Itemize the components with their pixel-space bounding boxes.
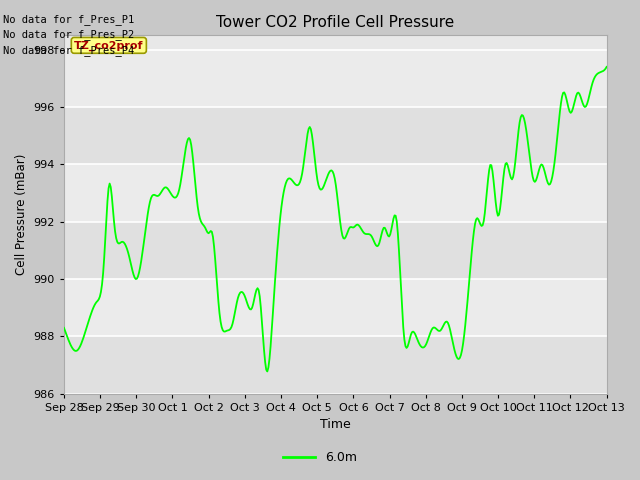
Bar (64, 49, 607, 107)
Text: TZ_co2prof: TZ_co2prof (74, 40, 143, 50)
Bar (64, 279, 607, 336)
Text: No data for f_Pres_P1: No data for f_Pres_P1 (3, 13, 134, 24)
Bar (64, 222, 607, 279)
Title: Tower CO2 Profile Cell Pressure: Tower CO2 Profile Cell Pressure (216, 15, 454, 30)
Bar (64, 336, 607, 394)
Legend: 6.0m: 6.0m (278, 446, 362, 469)
Y-axis label: Cell Pressure (mBar): Cell Pressure (mBar) (15, 154, 28, 275)
Text: No data for f_Pres_P2: No data for f_Pres_P2 (3, 29, 134, 40)
Bar (64, 164, 607, 222)
Bar (64, 107, 607, 164)
Text: No data for f_Pres_P4: No data for f_Pres_P4 (3, 45, 134, 56)
X-axis label: Time: Time (320, 419, 351, 432)
